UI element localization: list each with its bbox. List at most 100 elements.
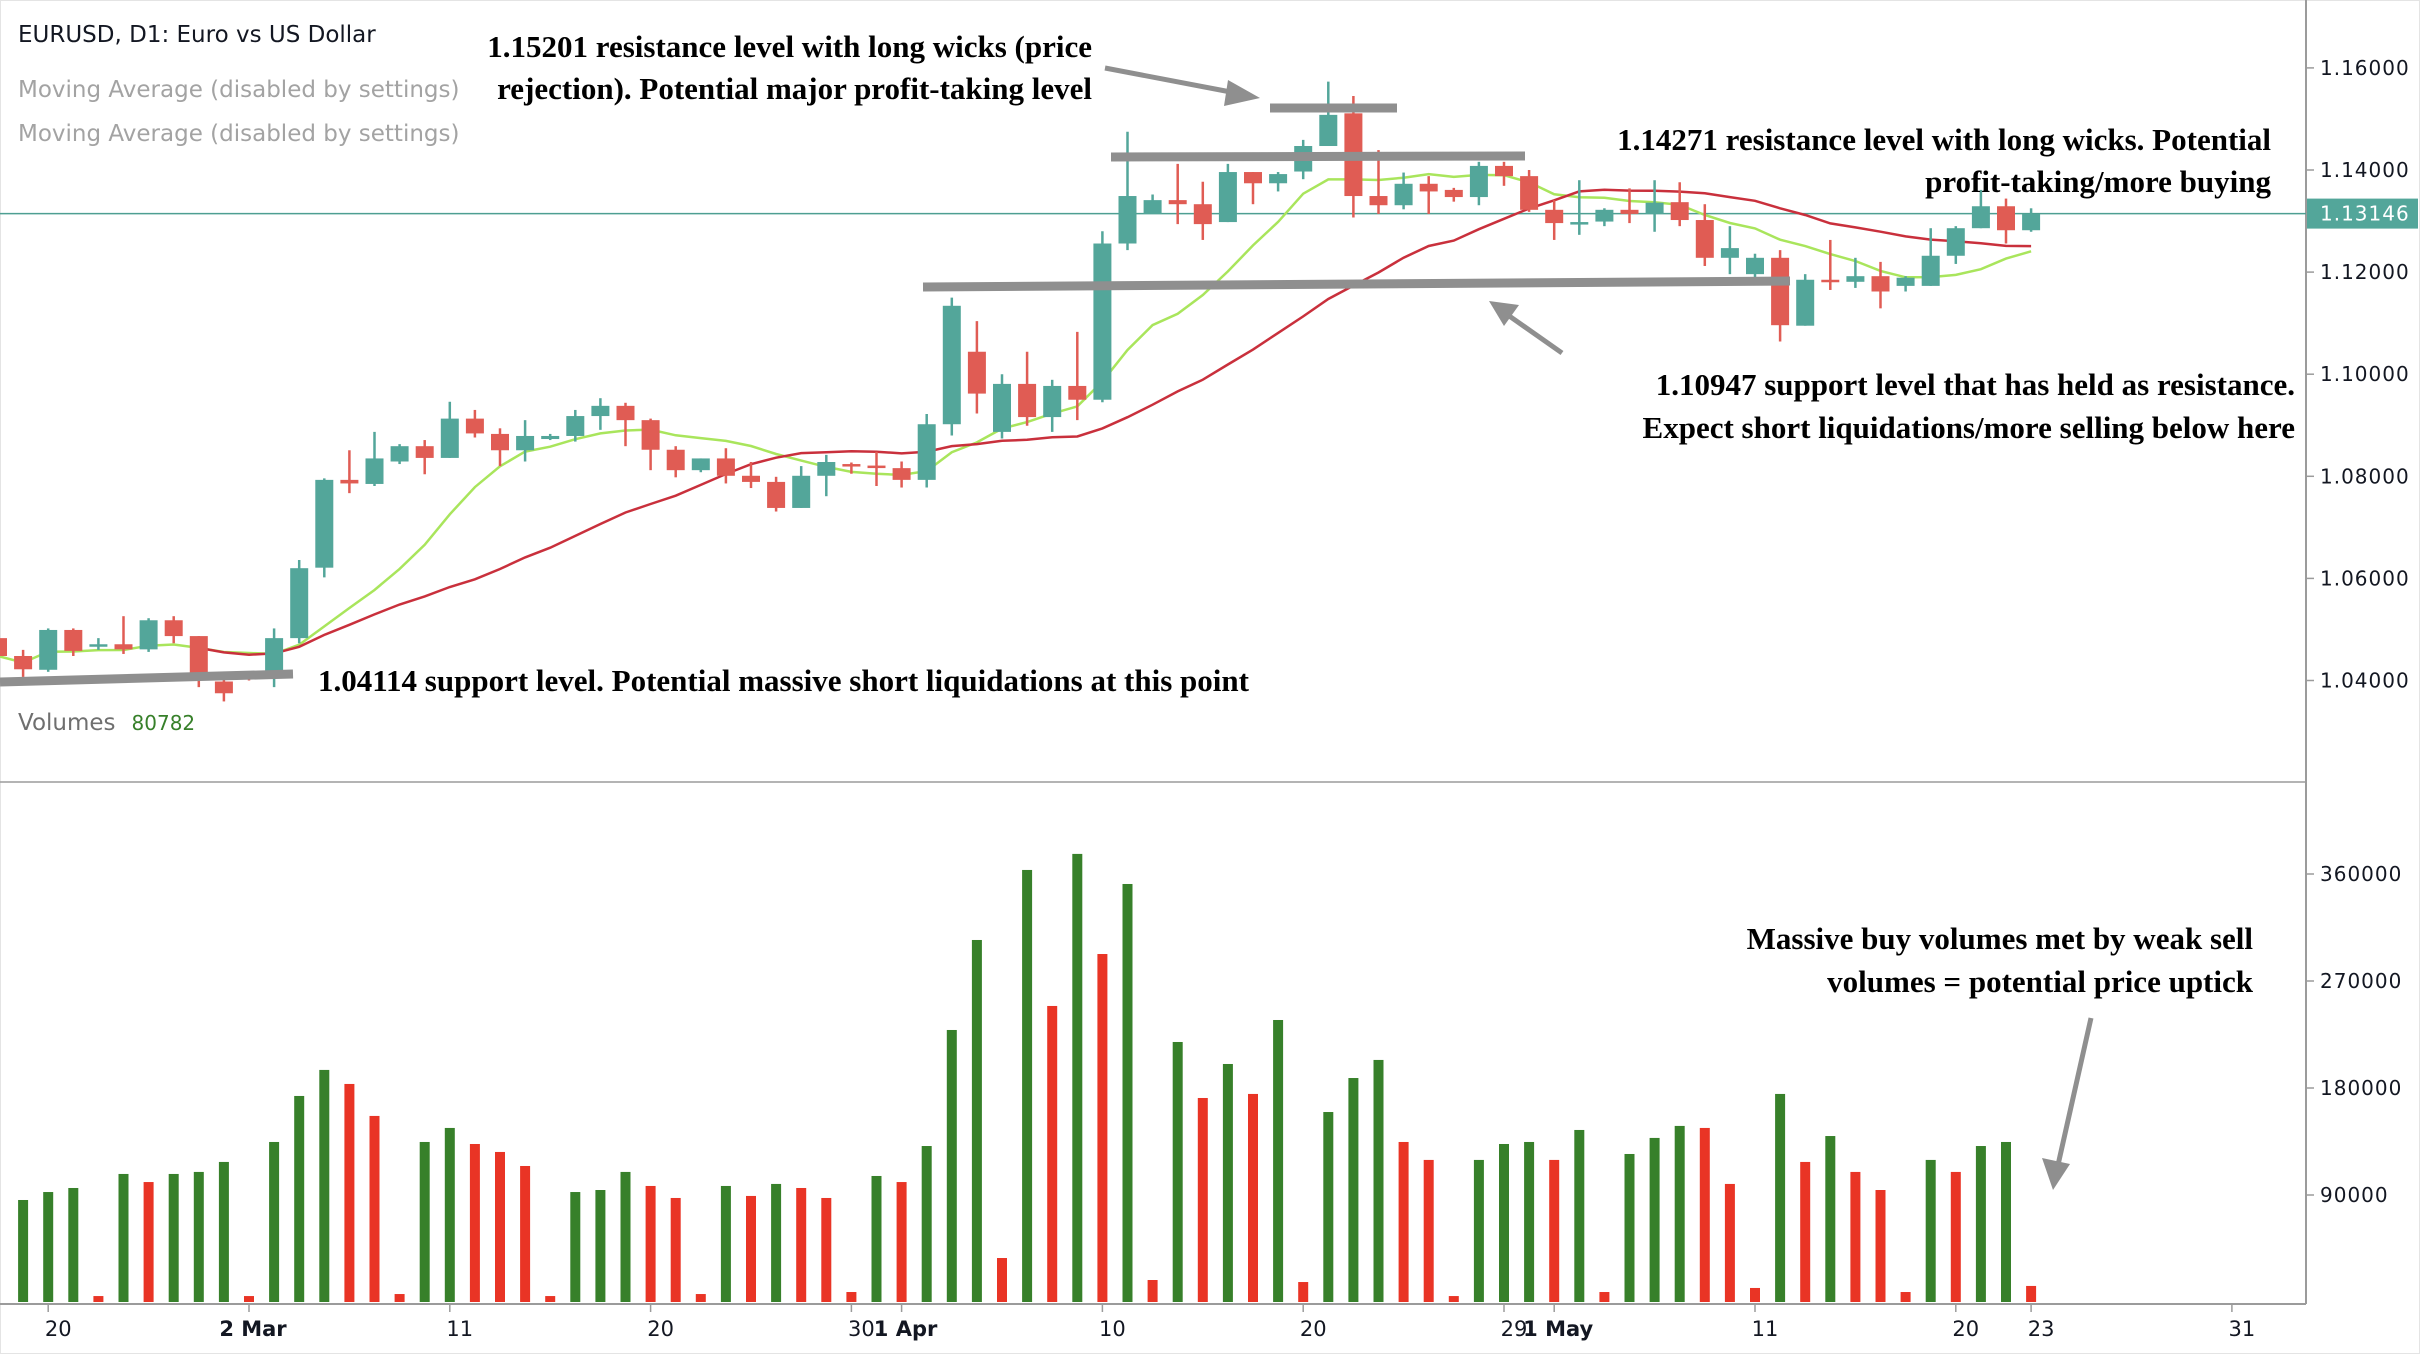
annotation-volume-line-2[interactable]: volumes = potential price uptick (1827, 964, 2254, 999)
candle-body (1018, 383, 1037, 418)
candle-body (1746, 257, 1764, 275)
volume-tick-label: 180000 (2320, 1076, 2402, 1100)
volume-bar (1072, 853, 1083, 1302)
volume-bar (1724, 1183, 1735, 1302)
candle-body (1419, 183, 1438, 192)
candle (365, 431, 384, 486)
volume-bar (921, 1146, 932, 1302)
annotation-resistance-1-line-2[interactable]: rejection). Potential major profit-takin… (497, 71, 1092, 106)
volume-bar (1900, 1292, 1911, 1302)
indicator-ma-1[interactable]: Moving Average (disabled by settings) (18, 77, 459, 103)
volume-bar (1699, 1127, 1710, 1302)
volume-tick-label: 360000 (2320, 862, 2402, 886)
arrow-icon[interactable] (1489, 301, 1564, 356)
annotation-resistance-2-line-2[interactable]: profit-taking/more buying (1925, 164, 2271, 199)
time-tick-label: 11 (446, 1317, 473, 1341)
candle-body (817, 462, 836, 476)
time-axis[interactable]: 20 2 Mar 11 20 30 1 Apr 10 20 291 May 11 20 23 31 (45, 1304, 2255, 1341)
volume-bar (2001, 1141, 2011, 1302)
current-price-label: 1.13146 (2320, 202, 2410, 226)
volume-bar (570, 1192, 581, 1302)
candle (390, 444, 409, 465)
candle-body (2022, 213, 2041, 231)
volume-bar (846, 1292, 857, 1302)
volume-bar (1574, 1129, 1585, 1302)
candle (792, 466, 811, 508)
candle (1971, 189, 1990, 229)
volume-bar (495, 1151, 505, 1302)
annotation-resistance-1-line-1[interactable]: 1.15201 resistance level with long wicks… (487, 29, 1092, 64)
candle (716, 448, 735, 484)
candle (867, 451, 886, 486)
time-tick-label: 20 (647, 1317, 674, 1341)
annotation-support-1-line-2[interactable]: Expect short liquidations/more selling b… (1643, 410, 2295, 445)
volume-bar (1975, 1146, 1986, 1302)
candle (1218, 163, 1237, 223)
candle-body (1896, 277, 1915, 286)
candle-body (1871, 276, 1890, 292)
annotation-support-1-line-1[interactable]: 1.10947 support level that has held as r… (1656, 367, 2295, 402)
candle-body (1971, 206, 1990, 229)
arrow-icon[interactable] (2042, 1017, 2094, 1190)
volume-bar (1222, 1063, 1233, 1302)
volume-bar (68, 1187, 79, 1302)
moving-average-slow-line (198, 188, 2032, 656)
candle (1695, 204, 1714, 266)
chart-axes (0, 0, 2307, 1305)
candle-body (792, 475, 811, 508)
candle-body (1043, 385, 1062, 418)
annotation-resistance-2-line-1[interactable]: 1.14271 resistance level with long wicks… (1617, 122, 2271, 157)
annotations[interactable]: 1.15201 resistance level with long wicks… (318, 29, 2295, 999)
annotation-volume-line-1[interactable]: Massive buy volumes met by weak sell (1747, 921, 2254, 956)
volume-bar (520, 1165, 531, 1302)
candle (516, 420, 535, 462)
volume-bar (1549, 1159, 1560, 1302)
volume-bar (1197, 1097, 1208, 1302)
volumes-title[interactable]: Volumes 80782 (18, 710, 195, 736)
volume-axis[interactable]: 360000 270000 180000 90000 (2306, 862, 2402, 1207)
candle-body (139, 620, 158, 650)
candle (14, 649, 33, 677)
volume-bar (1674, 1125, 1685, 1302)
candle-body (1495, 165, 1513, 177)
volume-bars (18, 853, 2037, 1302)
candle-body (867, 465, 886, 469)
drawings[interactable] (0, 65, 2094, 1190)
candle (1896, 276, 1915, 292)
candle (566, 409, 585, 442)
volume-bar (997, 1258, 1007, 1302)
candle (1168, 163, 1187, 225)
resistance-line-114271[interactable] (1110, 151, 1526, 162)
volume-bar (1875, 1190, 1886, 1302)
candle (1997, 198, 2015, 244)
time-tick-label: 20 (1952, 1317, 1979, 1341)
volume-bar (1750, 1287, 1760, 1302)
candle-body (1695, 220, 1714, 258)
arrow-icon[interactable] (1104, 65, 1260, 106)
symbol-title[interactable]: EURUSD, D1: Euro vs US Dollar (18, 22, 376, 48)
volume-bar (93, 1296, 104, 1302)
volume-bar (218, 1161, 229, 1302)
support-line-104114[interactable] (0, 669, 294, 687)
support-line-110947[interactable] (922, 276, 1791, 292)
volumes-value: 80782 (132, 711, 196, 735)
candle-body (465, 418, 484, 434)
candle (1720, 226, 1739, 275)
volume-bar (545, 1296, 556, 1302)
price-axis[interactable]: 1.16000 1.14000 1.12000 1.10000 1.08000 1.060… (2306, 56, 2410, 693)
candle-body (1670, 202, 1689, 221)
candle-body (1444, 189, 1463, 198)
candle (315, 478, 334, 578)
candle (541, 433, 560, 441)
volume-bar (118, 1173, 129, 1302)
indicator-ma-2[interactable]: Moving Average (disabled by settings) (18, 121, 459, 147)
volume-bar (1298, 1282, 1309, 1302)
candle (616, 402, 635, 447)
annotation-support-2[interactable]: 1.04114 support level. Potential massive… (318, 663, 1250, 698)
candle-body (415, 446, 434, 458)
candle-body (1720, 248, 1739, 258)
candle (1620, 188, 1639, 224)
candle-body (390, 446, 409, 462)
candle (666, 446, 685, 478)
